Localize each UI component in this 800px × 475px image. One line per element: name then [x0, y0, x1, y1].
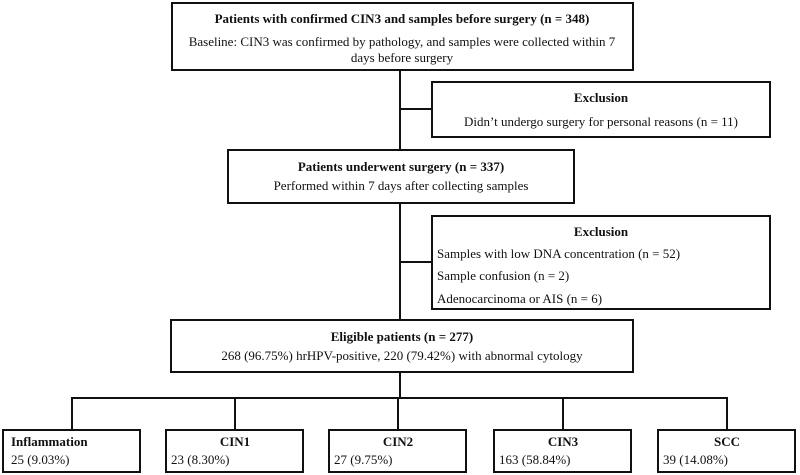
box-title: CIN2 — [383, 434, 413, 449]
box-text: Samples with low DNA concentration (n = … — [437, 246, 680, 261]
box-text: days before surgery — [351, 50, 454, 65]
box — [171, 2, 634, 71]
box-text: 27 (9.75%) — [334, 452, 393, 467]
box-text: Didn’t undergo surgery for personal reas… — [464, 114, 738, 129]
box-title: Eligible patients (n = 277) — [331, 329, 473, 344]
box-title: Exclusion — [574, 90, 629, 105]
box-title: CIN1 — [220, 434, 250, 449]
box — [328, 429, 467, 473]
box-text: 25 (9.03%) — [11, 452, 70, 467]
box-title: CIN3 — [548, 434, 579, 449]
box-title: Exclusion — [574, 224, 629, 239]
box — [165, 429, 304, 473]
box-text: 39 (14.08%) — [663, 452, 728, 467]
box-title: Inflammation — [11, 434, 88, 449]
box-title: Patients with confirmed CIN3 and samples… — [215, 11, 590, 26]
box-title: Patients underwent surgery (n = 337) — [298, 159, 504, 174]
box — [227, 149, 575, 204]
box — [431, 81, 771, 138]
box-text: Adenocarcinoma or AIS (n = 6) — [437, 291, 602, 306]
box — [2, 429, 141, 473]
box — [431, 215, 771, 310]
box-text: Baseline: CIN3 was confirmed by patholog… — [189, 34, 616, 49]
box — [657, 429, 796, 473]
box-title: SCC — [714, 434, 740, 449]
box — [493, 429, 632, 473]
box — [170, 319, 634, 373]
box-text: 268 (96.75%) hrHPV-positive, 220 (79.42%… — [221, 348, 583, 363]
box-text: 163 (58.84%) — [499, 452, 571, 467]
box-text: Performed within 7 days after collecting… — [274, 178, 529, 193]
box-text: Sample confusion (n = 2) — [437, 268, 569, 283]
box-text: 23 (8.30%) — [171, 452, 230, 467]
